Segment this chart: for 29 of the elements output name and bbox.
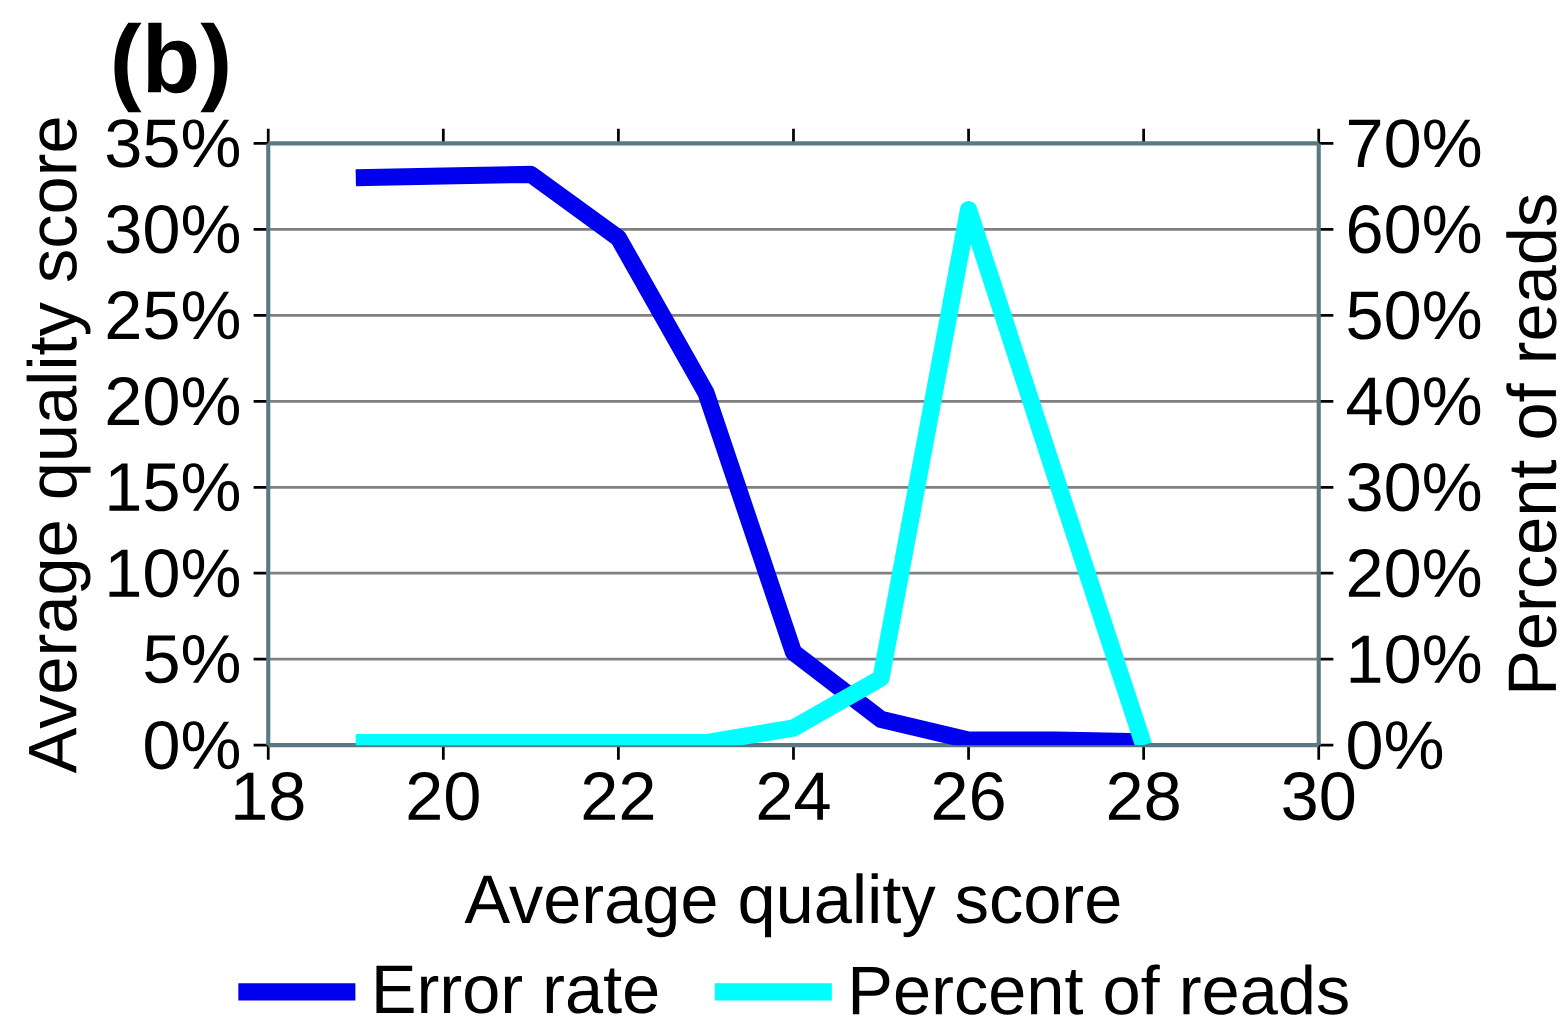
x-tick-label: 26 <box>933 771 1004 821</box>
y-tick-label: 15% <box>109 463 239 512</box>
legend-label: Error rate <box>376 965 658 1014</box>
legend-label: Percent of reads <box>852 964 1348 1015</box>
y-tick-label: 5% <box>145 635 240 684</box>
y2-tick-label: 10% <box>1350 634 1481 684</box>
y2-tick-label: 70% <box>1348 119 1481 168</box>
y2-axis-title: Percent of reads <box>1506 195 1557 691</box>
y2-tick-label: 50% <box>1348 291 1481 340</box>
y-tick-label: 25% <box>107 291 239 340</box>
y2-tick-label: 0% <box>1348 720 1443 770</box>
x-tick-label: 20 <box>408 771 479 821</box>
y2-tick-label: 20% <box>1348 548 1481 598</box>
x-tick-label: 24 <box>758 771 830 820</box>
x-tick-label: 18 <box>235 771 304 821</box>
x-axis-title: Average quality score <box>464 873 1120 938</box>
y-axis-title: Average quality score <box>26 118 91 774</box>
y2-tick-label: 30% <box>1348 463 1481 512</box>
y2-tick-label: 60% <box>1348 205 1481 254</box>
y-tick-label: 35% <box>106 119 239 168</box>
y-tick-label: 0% <box>145 720 240 770</box>
x-tick-label: 30 <box>1283 771 1355 821</box>
y2-tick-label: 40% <box>1347 377 1481 426</box>
y-tick-label: 20% <box>107 377 239 426</box>
y-tick-label: 10% <box>109 548 239 598</box>
x-tick-label: 22 <box>583 771 654 820</box>
x-tick-label: 28 <box>1108 771 1179 821</box>
y-tick-label: 30% <box>106 205 239 254</box>
chart-title: (b) <box>114 22 228 113</box>
